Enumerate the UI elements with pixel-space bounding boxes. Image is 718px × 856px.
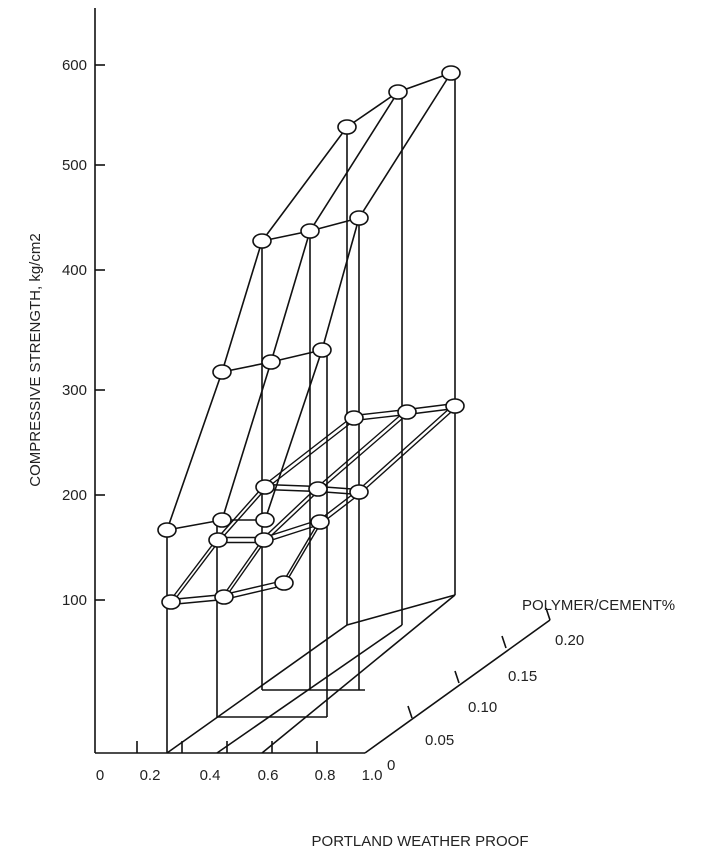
data-point-top xyxy=(441,65,461,81)
data-points xyxy=(157,65,465,610)
y-tick-label: 300 xyxy=(62,382,87,399)
data-point-top xyxy=(261,354,281,370)
data-point-low xyxy=(255,479,275,495)
vertical-drop-lines xyxy=(166,73,456,753)
z-tick xyxy=(407,705,413,719)
z-tick xyxy=(501,635,507,649)
data-point-low xyxy=(344,410,364,426)
data-point-top xyxy=(157,522,177,538)
data-point-low xyxy=(397,404,417,420)
data-point-top xyxy=(252,233,272,249)
floor-depth-line xyxy=(166,624,348,754)
series-line-top-col xyxy=(166,126,348,531)
series-line-low-col xyxy=(283,407,456,586)
z-tick-label: 0.10 xyxy=(468,699,497,716)
z-tick xyxy=(545,607,551,621)
x-tick-label: 0 xyxy=(96,767,104,784)
y-tick-label: 600 xyxy=(62,57,87,74)
x-tick-label: 1.0 xyxy=(362,767,383,784)
y-axis-title: COMPRESSIVE STRENGTH, kg/cm2 xyxy=(27,233,44,486)
data-point-top xyxy=(212,512,232,528)
data-point-top xyxy=(388,84,408,100)
x-tick-label: 0.6 xyxy=(258,767,279,784)
z-tick xyxy=(454,670,460,684)
data-point-low xyxy=(161,594,181,610)
series-line-low-col xyxy=(170,419,355,605)
y-tick-label: 500 xyxy=(62,157,87,174)
data-point-top xyxy=(312,342,332,358)
data-point-top xyxy=(255,512,275,528)
data-point-low xyxy=(310,514,330,530)
data-point-top xyxy=(349,210,369,226)
x-axis-title: PORTLAND WEATHER PROOF xyxy=(312,833,529,850)
floor-grid xyxy=(166,594,456,754)
floor-depth-line xyxy=(261,594,456,754)
z-tick-label: 0.15 xyxy=(508,668,537,685)
z-tick-label: 0 xyxy=(387,757,395,774)
y-tick-label: 400 xyxy=(62,262,87,279)
data-point-low xyxy=(308,481,328,497)
x-tick-label: 0.2 xyxy=(140,767,161,784)
series-line-low-col xyxy=(170,414,355,600)
y-tick-label: 200 xyxy=(62,487,87,504)
floor-depth-line xyxy=(216,624,403,754)
series-line-low-col xyxy=(223,413,408,600)
series-line-low-col xyxy=(223,408,408,595)
data-point-top xyxy=(337,119,357,135)
series-line-low-col xyxy=(283,402,456,581)
y-tick-label: 100 xyxy=(62,592,87,609)
data-point-top xyxy=(300,223,320,239)
data-point-low xyxy=(214,589,234,605)
axes xyxy=(94,8,551,754)
x-tick-label: 0.4 xyxy=(200,767,221,784)
series-line-top-col xyxy=(264,72,452,521)
z-axis-title: POLYMER/CEMENT% xyxy=(522,597,675,614)
floor-cross-line xyxy=(346,594,456,626)
data-point-low xyxy=(208,532,228,548)
data-point-low xyxy=(349,484,369,500)
z-tick-label: 0.05 xyxy=(425,732,454,749)
x-tick-label: 0.8 xyxy=(315,767,336,784)
z-axis-line xyxy=(364,619,551,754)
data-point-top xyxy=(212,364,232,380)
data-point-low xyxy=(274,575,294,591)
data-point-low xyxy=(445,398,465,414)
z-tick-label: 0.20 xyxy=(555,632,584,649)
series-line-top-row xyxy=(346,72,452,128)
data-point-low xyxy=(254,532,274,548)
series-line-top-col xyxy=(221,91,399,521)
